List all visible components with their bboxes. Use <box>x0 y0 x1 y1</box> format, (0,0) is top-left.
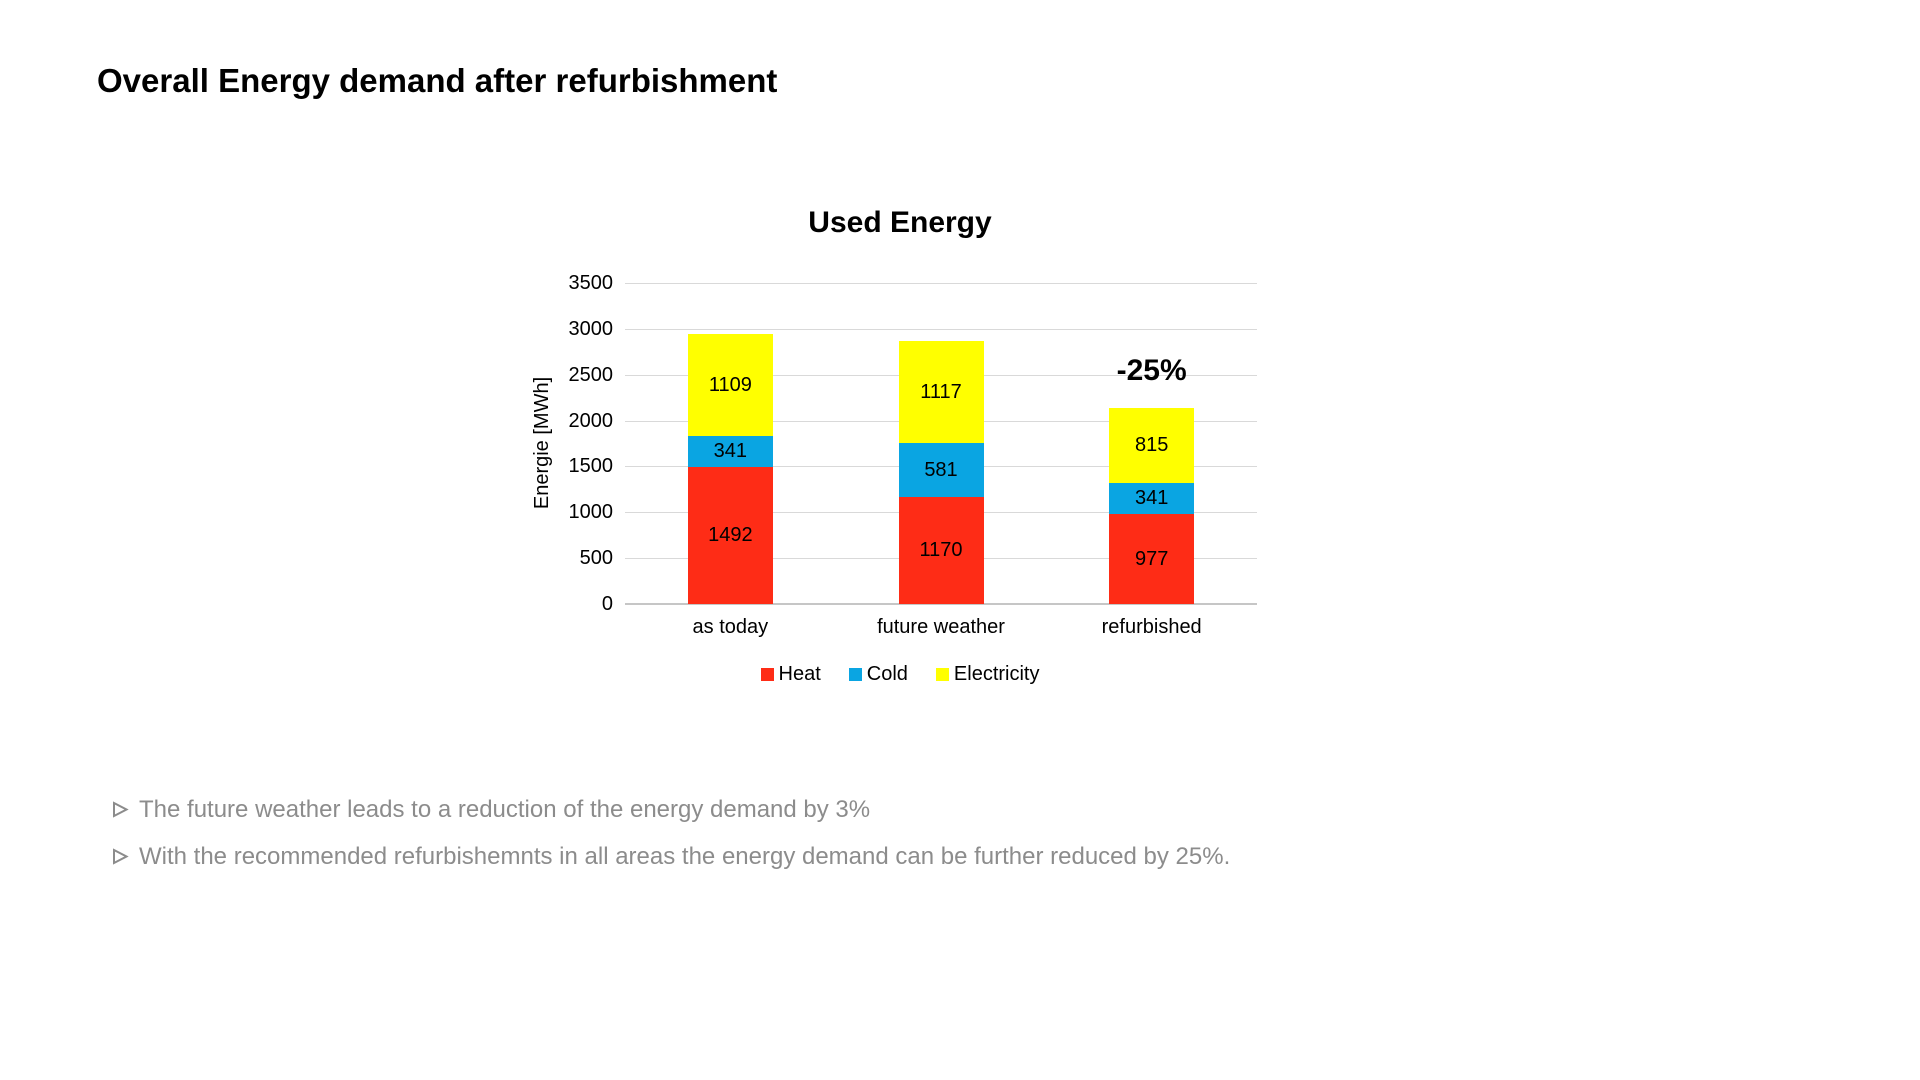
bar-value-as-today-electricity: 1109 <box>708 373 752 396</box>
bar-future-weather-heat: 1170 <box>898 496 984 604</box>
bar-value-future-weather-electricity: 1117 <box>920 380 962 403</box>
bar-future-weather-cold: 581 <box>898 443 984 497</box>
bullet-item: With the recommended refurbishemnts in a… <box>112 842 1230 872</box>
legend-label-cold: Cold <box>866 663 908 685</box>
summary-bullets: The future weather leads to a reduction … <box>112 795 1230 889</box>
y-tick-label-0: 0 <box>601 593 613 615</box>
legend-swatch-electricity <box>935 668 949 681</box>
bullet-text: With the recommended refurbishemnts in a… <box>139 843 1231 870</box>
bar-as-today-cold: 341 <box>687 435 773 468</box>
bar-future-weather-electricity: 1117 <box>898 340 984 444</box>
bar-refurbished-cold: 341 <box>1109 483 1195 515</box>
bullet-text: The future weather leads to a reduction … <box>139 796 871 823</box>
bar-value-refurbished-electricity: 815 <box>1134 434 1169 457</box>
x-label-refurbished: refurbished <box>1101 616 1202 638</box>
legend-item-heat: Heat <box>760 663 821 686</box>
bar-value-as-today-cold: 341 <box>713 440 748 462</box>
bullet-item: The future weather leads to a reduction … <box>112 795 1230 825</box>
arrow-bullet-icon <box>113 848 129 865</box>
bar-refurbished-heat: 977 <box>1109 514 1195 604</box>
bar-value-future-weather-cold: 581 <box>924 458 958 481</box>
legend-item-cold: Cold <box>848 663 908 686</box>
bar-value-refurbished-heat: 977 <box>1134 547 1169 570</box>
y-tick-label-3000: 3000 <box>568 317 614 340</box>
bar-as-today-electricity: 1109 <box>687 334 773 436</box>
plot-area: 0 500 1000 1500 2000 2500 3000 3500 1492 341 1109 a… <box>569 272 1257 638</box>
x-label-future-weather: future weather <box>877 616 1005 638</box>
bar-refurbished-electricity: 815 <box>1109 408 1195 484</box>
legend-label-heat: Heat <box>778 663 821 685</box>
y-tick-label-1500: 1500 <box>568 455 614 478</box>
annotation-refurbished: -25% <box>1116 354 1187 388</box>
y-tick-label-500: 500 <box>579 547 613 570</box>
legend: Heat Cold Electricity <box>520 663 1280 686</box>
y-tick-label-3500: 3500 <box>568 272 614 294</box>
y-tick-label-1000: 1000 <box>568 501 614 524</box>
bar-value-as-today-heat: 1492 <box>708 524 753 547</box>
used-energy-chart: Used Energy Energie [MWh] 0 500 1000 1500 20… <box>520 165 1280 725</box>
bar-as-today-heat: 1492 <box>687 467 773 604</box>
gridline-3500 <box>625 283 1257 284</box>
legend-swatch-cold <box>848 668 862 681</box>
bar-value-future-weather-heat: 1170 <box>919 538 963 561</box>
bar-value-refurbished-cold: 341 <box>1134 487 1169 510</box>
chart-title: Used Energy <box>808 206 992 239</box>
x-label-as-today: as today <box>692 616 769 638</box>
legend-swatch-heat <box>760 668 774 681</box>
gridline-3000 <box>625 328 1257 330</box>
page-title: Overall Energy demand after refurbishmen… <box>97 62 778 99</box>
legend-item-electricity: Electricity <box>935 663 1040 686</box>
legend-label-electricity: Electricity <box>953 663 1040 685</box>
arrow-bullet-icon <box>113 801 129 818</box>
y-tick-label-2500: 2500 <box>568 363 614 386</box>
y-tick-label-2000: 2000 <box>568 409 614 432</box>
x-axis-line <box>625 603 1257 605</box>
